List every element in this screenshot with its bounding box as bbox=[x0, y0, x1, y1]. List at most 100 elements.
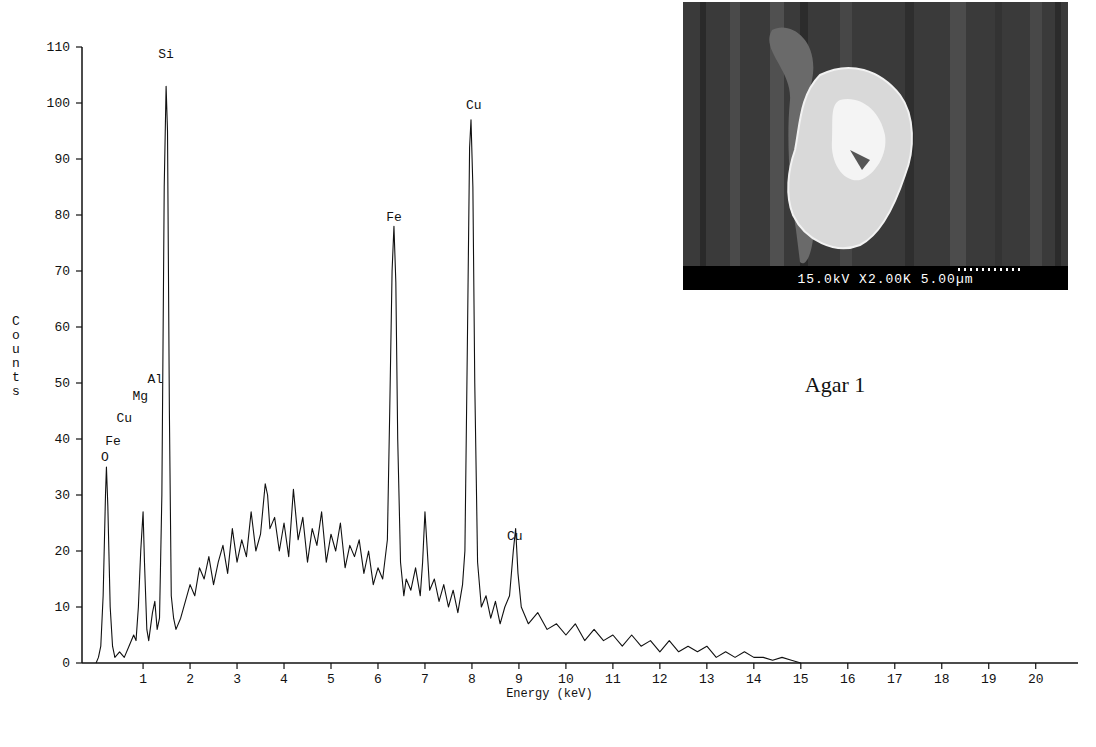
inset-caption: Agar 1 bbox=[805, 372, 865, 397]
sem-scale-bar bbox=[964, 268, 966, 271]
y-tick bbox=[76, 438, 82, 439]
y-tick-label: 20 bbox=[54, 544, 70, 559]
x-axis-title: Energy (keV) bbox=[506, 687, 592, 701]
x-tick-label: 13 bbox=[699, 672, 715, 687]
y-tick bbox=[76, 550, 82, 551]
sem-scale-bar bbox=[988, 268, 990, 271]
y-tick-label: 110 bbox=[47, 40, 70, 55]
y-tick bbox=[76, 214, 82, 215]
sem-streak bbox=[730, 2, 740, 266]
peak-label: Mg bbox=[132, 389, 148, 404]
y-tick-label: 90 bbox=[54, 152, 70, 167]
y-tick-label: 60 bbox=[54, 320, 70, 335]
y-tick-label: 10 bbox=[54, 600, 70, 615]
x-tick-label: 8 bbox=[468, 672, 476, 687]
x-tick bbox=[988, 663, 989, 669]
x-tick-label: 7 bbox=[421, 672, 429, 687]
sem-scale-bar bbox=[1012, 268, 1014, 271]
x-tick bbox=[236, 663, 237, 669]
y-tick-label: 30 bbox=[54, 488, 70, 503]
x-tick bbox=[518, 663, 519, 669]
x-tick-label: 11 bbox=[605, 672, 621, 687]
y-tick-label: 40 bbox=[54, 432, 70, 447]
x-tick bbox=[659, 663, 660, 669]
sem-scale-bar bbox=[1018, 268, 1020, 271]
x-tick bbox=[753, 663, 754, 669]
x-tick bbox=[377, 663, 378, 669]
y-tick bbox=[76, 382, 82, 383]
y-tick bbox=[76, 102, 82, 103]
peak-label: Al bbox=[147, 372, 163, 387]
x-tick-label: 16 bbox=[840, 672, 856, 687]
sem-scale-bar bbox=[1000, 268, 1002, 271]
x-tick-label: 12 bbox=[652, 672, 668, 687]
y-axis-title: Counts bbox=[12, 314, 20, 399]
sem-scale-bar bbox=[976, 268, 978, 271]
x-tick-label: 4 bbox=[280, 672, 288, 687]
sem-streak bbox=[950, 2, 966, 266]
x-tick bbox=[800, 663, 801, 669]
x-tick-label: 19 bbox=[981, 672, 997, 687]
sem-streak bbox=[1030, 2, 1042, 266]
x-tick bbox=[330, 663, 331, 669]
sem-scale-text: 15.0kV X2.00K 5.00µm bbox=[797, 272, 973, 287]
x-tick-label: 18 bbox=[934, 672, 950, 687]
y-tick bbox=[76, 494, 82, 495]
sem-particle-shadow bbox=[850, 150, 870, 170]
y-tick bbox=[76, 326, 82, 327]
x-tick bbox=[189, 663, 190, 669]
x-tick-label: 6 bbox=[374, 672, 382, 687]
figure: 0102030405060708090100110123456789101112… bbox=[0, 0, 1096, 747]
x-tick-label: 17 bbox=[887, 672, 903, 687]
x-tick bbox=[283, 663, 284, 669]
sem-scale-bar bbox=[994, 268, 996, 271]
sem-scale-bar bbox=[1006, 268, 1008, 271]
x-tick bbox=[847, 663, 848, 669]
sem-background bbox=[683, 2, 1068, 290]
sem-streak bbox=[700, 2, 706, 266]
sem-image: 15.0kV X2.00K 5.00µm bbox=[683, 2, 1068, 290]
sem-databar bbox=[683, 266, 1068, 290]
x-tick bbox=[706, 663, 707, 669]
peak-label: Si bbox=[158, 47, 174, 62]
x-tick bbox=[941, 663, 942, 669]
x-tick bbox=[894, 663, 895, 669]
x-tick-label: 20 bbox=[1028, 672, 1044, 687]
x-tick-label: 5 bbox=[327, 672, 335, 687]
y-tick-label: 0 bbox=[62, 656, 70, 671]
peak-label: O bbox=[101, 450, 109, 465]
x-tick-label: 2 bbox=[186, 672, 194, 687]
x-tick-label: 1 bbox=[139, 672, 147, 687]
y-tick bbox=[76, 270, 82, 271]
x-tick bbox=[1035, 663, 1036, 669]
x-axis-line bbox=[82, 662, 1078, 664]
x-tick-label: 15 bbox=[793, 672, 809, 687]
peak-label: Fe bbox=[105, 434, 121, 449]
y-tick bbox=[76, 46, 82, 47]
sem-scale-bar bbox=[970, 268, 972, 271]
y-tick-label: 70 bbox=[54, 264, 70, 279]
x-tick bbox=[612, 663, 613, 669]
sem-scale-bar bbox=[982, 268, 984, 271]
y-tick-label: 100 bbox=[47, 96, 70, 111]
x-tick-label: 14 bbox=[746, 672, 762, 687]
peak-label: Fe bbox=[386, 210, 402, 225]
x-tick bbox=[142, 663, 143, 669]
y-tick bbox=[76, 606, 82, 607]
x-tick-label: 3 bbox=[233, 672, 241, 687]
x-tick bbox=[565, 663, 566, 669]
peak-label: Cu bbox=[507, 529, 523, 544]
x-tick bbox=[424, 663, 425, 669]
sem-scale-bar bbox=[958, 268, 960, 271]
y-tick-label: 50 bbox=[54, 376, 70, 391]
sem-particle bbox=[788, 68, 912, 248]
sem-particle-highlight bbox=[832, 99, 886, 180]
y-tick bbox=[76, 662, 82, 663]
x-tick-label: 9 bbox=[515, 672, 523, 687]
sem-streak bbox=[995, 2, 1002, 266]
peak-label: Cu bbox=[116, 411, 132, 426]
y-tick bbox=[76, 158, 82, 159]
y-axis-line bbox=[81, 47, 83, 663]
peak-label: Cu bbox=[466, 98, 482, 113]
x-tick-label: 10 bbox=[558, 672, 574, 687]
